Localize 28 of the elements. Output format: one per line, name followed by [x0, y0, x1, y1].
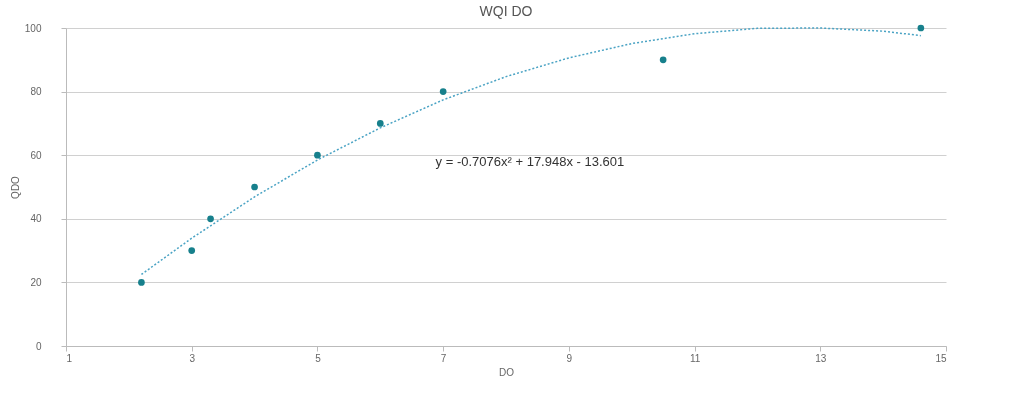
y-tick-label: 60 [30, 149, 42, 161]
y-tick-label: 40 [30, 213, 42, 225]
x-tick-label: 7 [440, 352, 447, 364]
chart-title: WQI DO [479, 3, 533, 19]
point [207, 215, 214, 223]
x-tick-label: 11 [689, 352, 701, 364]
x-tick-label: 1 [66, 352, 73, 364]
x-tick-label: 5 [315, 352, 322, 364]
y-tick-label: 0 [35, 340, 42, 352]
point [439, 88, 447, 95]
y-tick-label: 100 [24, 22, 42, 34]
x-tick-label: 15 [935, 352, 947, 364]
annotation: y = -0.7076x² + 17.948x - 13.601 [435, 153, 625, 169]
x-tick-label: 3 [189, 352, 196, 364]
x-axis-title: DO [499, 366, 515, 378]
y-axis-title: QDO [9, 175, 21, 199]
point [188, 247, 196, 254]
point [138, 279, 145, 286]
x-tick-label: 9 [566, 352, 573, 364]
point [376, 120, 384, 127]
point [251, 183, 258, 191]
y-tick-label: 80 [30, 86, 42, 98]
point [659, 56, 667, 64]
y-tick-label: 20 [30, 276, 42, 288]
x-tick-label: 13 [815, 352, 827, 364]
point [917, 24, 925, 32]
line-series [140, 27, 922, 276]
point [314, 151, 321, 159]
